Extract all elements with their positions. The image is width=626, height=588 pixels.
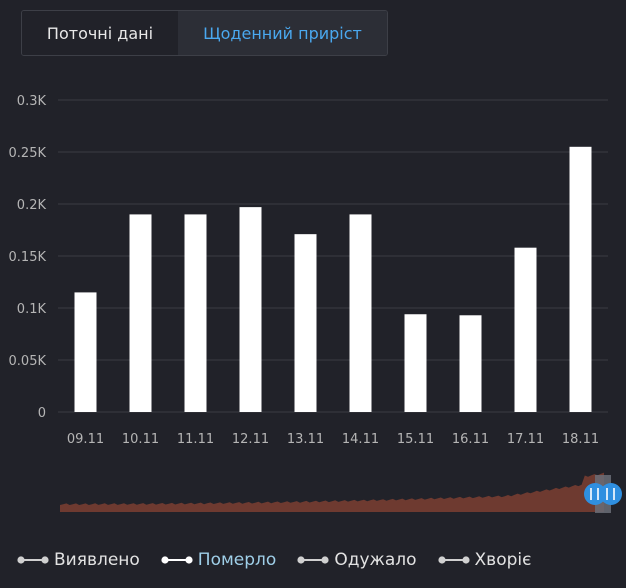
y-tick-label: 0.2K — [17, 198, 47, 213]
legend-item[interactable]: Виявлено — [16, 550, 140, 570]
x-tick-label: 15.11 — [397, 432, 434, 447]
legend-line-marker-icon — [297, 556, 329, 564]
bar[interactable] — [459, 315, 482, 412]
legend-label: Одужало — [334, 550, 417, 570]
legend-item[interactable]: Хворіє — [437, 550, 532, 570]
bar-chart: 0 0.05K 0.1K 0.15K 0.2K 0.25K 0.3K 09.11 10.11 1… — [9, 94, 622, 513]
x-tick-label: 16.11 — [452, 432, 489, 447]
bar[interactable] — [74, 292, 97, 412]
legend-line-marker-icon — [17, 556, 49, 564]
legend: Виявлено Померло Одужало Хворіє — [16, 548, 551, 572]
x-axis-ticks: 09.11 10.11 11.11 12.11 13.11 14.11 15.11 16.11… — [67, 432, 599, 447]
y-tick-label: 0.05K — [9, 354, 47, 369]
view-tabs: Поточні дані Щоденний приріст — [21, 10, 388, 56]
y-tick-label: 0.25K — [9, 146, 47, 161]
x-tick-label: 11.11 — [177, 432, 214, 447]
tab-current-data[interactable]: Поточні дані — [22, 11, 178, 55]
legend-label: Хворіє — [474, 550, 532, 570]
y-tick-label: 0.15K — [9, 250, 47, 265]
range-navigator[interactable] — [60, 472, 622, 513]
y-tick-label: 0 — [38, 406, 46, 421]
bar[interactable] — [514, 247, 537, 412]
x-tick-label: 10.11 — [122, 432, 159, 447]
navigator-area — [60, 472, 604, 512]
legend-item[interactable]: Померло — [160, 550, 277, 570]
x-tick-label: 13.11 — [287, 432, 324, 447]
bar[interactable] — [294, 234, 317, 412]
y-tick-label: 0.3K — [17, 94, 47, 109]
legend-label: Виявлено — [54, 550, 140, 570]
x-tick-label: 18.11 — [562, 432, 599, 447]
bar[interactable] — [239, 207, 262, 412]
legend-line-marker-icon — [437, 556, 470, 564]
x-tick-label: 09.11 — [67, 432, 104, 447]
y-axis-ticks: 0 0.05K 0.1K 0.15K 0.2K 0.25K 0.3K — [9, 94, 47, 421]
legend-label: Померло — [197, 550, 277, 570]
y-tick-label: 0.1K — [17, 302, 47, 317]
bars — [74, 146, 592, 413]
navigator-handle-right[interactable] — [600, 483, 622, 505]
bar[interactable] — [349, 214, 372, 412]
navigator-handle-left[interactable] — [584, 483, 606, 505]
x-tick-label: 17.11 — [507, 432, 544, 447]
x-tick-label: 14.11 — [342, 432, 379, 447]
legend-item[interactable]: Одужало — [296, 550, 417, 570]
bar[interactable] — [569, 146, 592, 413]
tab-daily-growth[interactable]: Щоденний приріст — [178, 11, 387, 55]
bar[interactable] — [129, 214, 152, 412]
x-tick-label: 12.11 — [232, 432, 269, 447]
bar[interactable] — [404, 314, 427, 412]
bar[interactable] — [184, 214, 207, 412]
legend-line-marker-icon — [161, 556, 193, 564]
